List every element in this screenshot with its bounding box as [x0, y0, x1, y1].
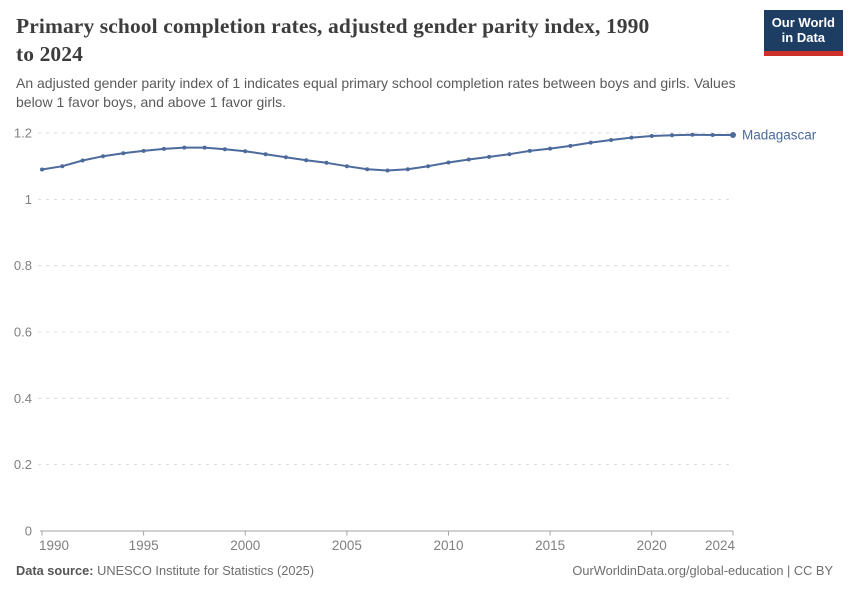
y-tick-label: 1	[25, 192, 32, 207]
data-point	[40, 167, 44, 172]
data-point	[80, 158, 85, 163]
y-tick-label: 0.2	[14, 457, 32, 472]
data-point	[649, 134, 654, 138]
data-point	[507, 152, 512, 157]
data-point	[344, 164, 349, 169]
y-tick-label: 0.6	[14, 325, 32, 340]
owid-logo-line2: in Data	[781, 29, 826, 45]
line-chart[interactable]: 0 0.2 0.4 0.6 0.8 1 1.2 1990 1995 2000 2005 2010 201…	[0, 118, 850, 563]
data-point	[283, 155, 288, 160]
page-subtitle-line1: An adjusted gender parity index of 1 ind…	[16, 75, 736, 91]
data-point	[568, 143, 573, 148]
data-point	[243, 149, 248, 154]
y-tick-label: 0	[25, 524, 32, 539]
chart-footer: Data source: UNESCO Institute for Statis…	[16, 563, 833, 578]
owid-logo[interactable]: Our World in Data	[763, 10, 843, 56]
data-point	[263, 152, 268, 157]
data-point	[405, 167, 410, 172]
data-point	[202, 145, 207, 150]
data-point	[710, 133, 715, 137]
data-point	[527, 148, 532, 153]
data-point	[121, 151, 126, 156]
data-point	[446, 160, 451, 165]
x-tick-label: 1995	[129, 538, 159, 553]
data-point	[690, 132, 695, 137]
page-title: Primary school completion rates, adjuste…	[16, 12, 788, 69]
x-tick-label: 2000	[230, 538, 260, 553]
data-point	[365, 167, 370, 172]
data-point	[182, 145, 187, 150]
x-tick-label: 2010	[433, 538, 463, 553]
x-tick-label: 1990	[39, 538, 69, 553]
datasource-value: UNESCO Institute for Statistics (2025)	[93, 563, 314, 578]
data-point	[324, 160, 329, 165]
datasource-label: Data source:	[16, 563, 94, 578]
datasource: Data source: UNESCO Institute for Statis…	[16, 563, 314, 578]
data-point	[548, 146, 553, 151]
x-tick-label: 2015	[535, 538, 565, 553]
y-tick-label: 1.2	[14, 126, 32, 141]
x-tick-label: 2020	[637, 538, 667, 553]
y-tick-label: 0.8	[14, 258, 32, 273]
x-tick-label: 2024	[705, 538, 736, 553]
data-point	[730, 132, 736, 138]
data-point	[670, 133, 674, 138]
page-title-line1: Primary school completion rates, adjuste…	[16, 14, 650, 38]
data-point	[629, 135, 634, 140]
data-point	[426, 164, 431, 169]
data-point	[101, 154, 105, 159]
data-point	[609, 138, 614, 142]
data-point	[385, 168, 390, 173]
data-line	[41, 133, 734, 172]
data-point	[466, 157, 471, 162]
x-tick-label: 2005	[332, 538, 362, 553]
data-point	[161, 146, 166, 151]
page-subtitle-line2: below 1 favor boys, and above 1 favor gi…	[16, 94, 287, 111]
entity-label: Madagascar	[742, 127, 817, 142]
y-tick-label: 0.4	[14, 391, 32, 406]
data-point	[487, 154, 492, 159]
data-point	[588, 140, 593, 145]
page-subtitle: An adjusted gender parity index of 1 ind…	[16, 74, 822, 113]
data-point	[141, 148, 146, 153]
owid-logo-line1: Our World	[771, 15, 835, 30]
attribution-link[interactable]: OurWorldinData.org/global-education | CC…	[572, 563, 833, 578]
data-point	[222, 147, 227, 152]
page-title-line2: to 2024	[16, 42, 83, 67]
data-point	[60, 164, 65, 169]
data-point	[304, 158, 309, 163]
